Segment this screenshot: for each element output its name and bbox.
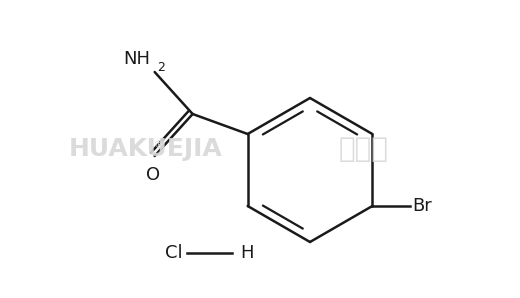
Text: Br: Br [412,197,432,215]
Text: 2: 2 [157,61,164,74]
Text: NH: NH [124,50,151,68]
Text: ®: ® [153,140,165,150]
Text: Cl: Cl [165,244,183,262]
Text: 化学加: 化学加 [339,135,389,163]
Text: HUAKUEJIA: HUAKUEJIA [69,137,223,161]
Text: O: O [146,166,160,184]
Text: H: H [240,244,254,262]
